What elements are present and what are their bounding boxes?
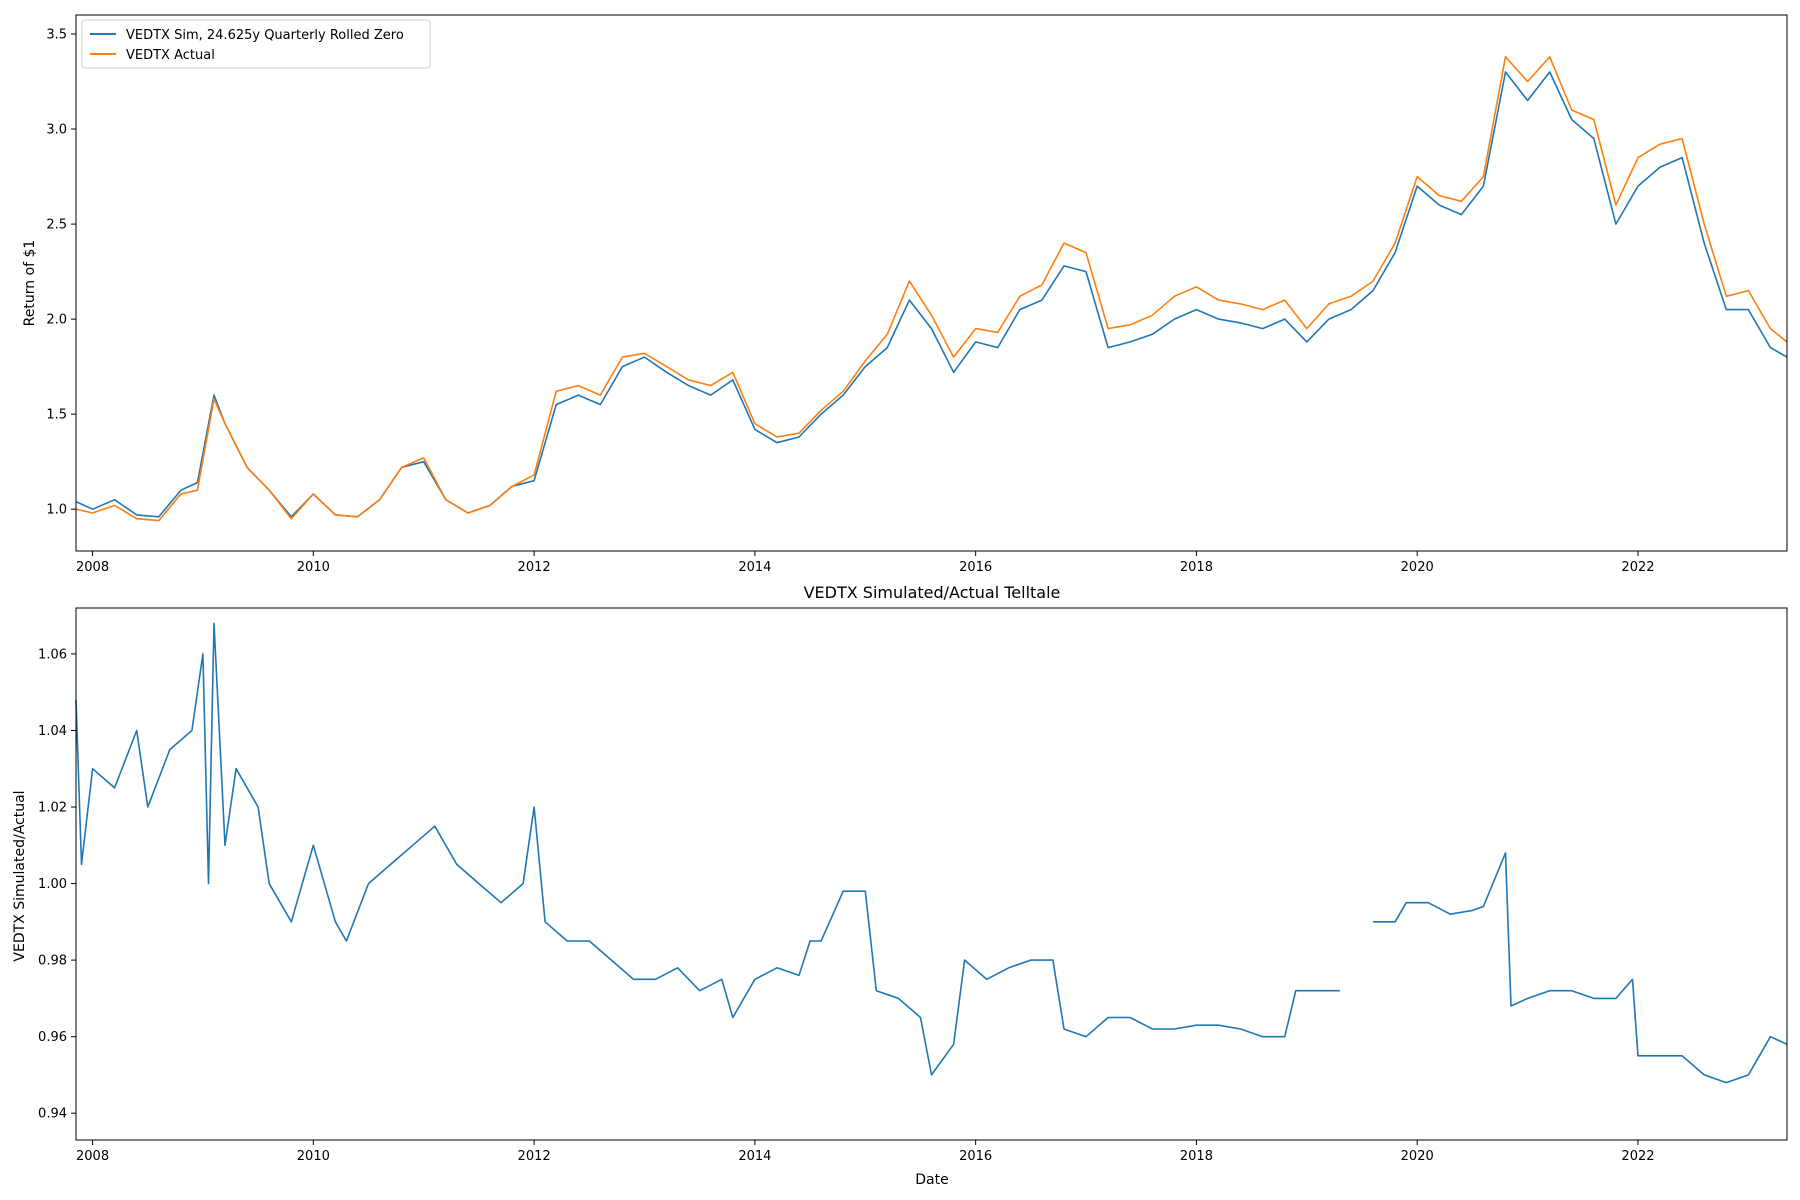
x-tick-label-0-0: 2008 <box>76 560 109 575</box>
top-panel-marks <box>75 56 1788 522</box>
top-panel: 2008 2010 2012 2014 2016 2018 2020 2022 1.0 1.5 2.… <box>22 14 1788 575</box>
top-y-axis-label: Return of $1 <box>22 240 38 327</box>
x-tick-label-0-3: 2014 <box>738 560 771 575</box>
y-tick-label-0-4: 3.0 <box>46 123 67 138</box>
series-line-1-0 <box>75 622 1340 1076</box>
x-tick-label-1-7: 2022 <box>1621 1149 1654 1164</box>
bottom-chart-title: VEDTX Simulated/Actual Telltale <box>804 583 1061 602</box>
x-tick-label-0-4: 2016 <box>959 560 992 575</box>
axes-frame-0 <box>75 14 1788 552</box>
x-tick-label-1-6: 2020 <box>1401 1149 1434 1164</box>
legend-box <box>81 19 431 69</box>
y-tick-label-0-5: 3.5 <box>46 28 67 43</box>
y-tick-label-0-1: 1.5 <box>46 408 67 423</box>
x-tick-label-0-6: 2020 <box>1401 560 1434 575</box>
x-tick-label-1-1: 2010 <box>297 1149 330 1164</box>
x-tick-label-1-0: 2008 <box>76 1149 109 1164</box>
series-line-1-1 <box>1373 852 1788 1084</box>
bottom-panel-marks <box>75 622 1788 1084</box>
y-tick-label-0-0: 1.0 <box>46 503 67 518</box>
y-tick-label-1-0: 0.94 <box>38 1107 67 1122</box>
y-tick-label-1-4: 1.02 <box>38 801 67 816</box>
axes-frame-1 <box>75 607 1788 1141</box>
x-tick-label-1-2: 2012 <box>518 1149 551 1164</box>
y-tick-label-1-2: 0.98 <box>38 954 67 969</box>
legend-label-actual: VEDTX Actual <box>126 48 215 63</box>
bottom-panel-axes: 2008 2010 2012 2014 2016 2018 2020 2022 0.94 0.96… <box>38 607 1788 1164</box>
y-tick-label-0-2: 2.0 <box>46 313 67 328</box>
y-tick-label-1-6: 1.06 <box>38 647 67 662</box>
legend-label-sim: VEDTX Sim, 24.625y Quarterly Rolled Zero <box>126 28 404 43</box>
x-tick-label-0-1: 2010 <box>297 560 330 575</box>
bottom-x-axis-label: Date <box>915 1172 948 1188</box>
y-tick-label-1-5: 1.04 <box>38 724 67 739</box>
x-tick-label-0-2: 2012 <box>518 560 551 575</box>
x-tick-label-1-5: 2018 <box>1180 1149 1213 1164</box>
y-tick-label-1-1: 0.96 <box>38 1030 67 1045</box>
top-panel-axes: 2008 2010 2012 2014 2016 2018 2020 2022 1.0 1.5 2.… <box>46 14 1788 575</box>
y-tick-label-0-3: 2.5 <box>46 218 67 233</box>
y-tick-label-1-3: 1.00 <box>38 877 67 892</box>
bottom-panel: VEDTX Simulated/Actual Telltale 2008 2010… <box>12 583 1788 1188</box>
x-tick-label-1-4: 2016 <box>959 1149 992 1164</box>
x-tick-label-1-3: 2014 <box>738 1149 771 1164</box>
bottom-y-axis-label: VEDTX Simulated/Actual <box>12 790 28 961</box>
x-tick-label-0-5: 2018 <box>1180 560 1213 575</box>
top-panel-legend: VEDTX Sim, 24.625y Quarterly Rolled Zero… <box>81 19 431 69</box>
x-tick-label-0-7: 2022 <box>1621 560 1654 575</box>
series-line-0-1 <box>75 56 1788 522</box>
